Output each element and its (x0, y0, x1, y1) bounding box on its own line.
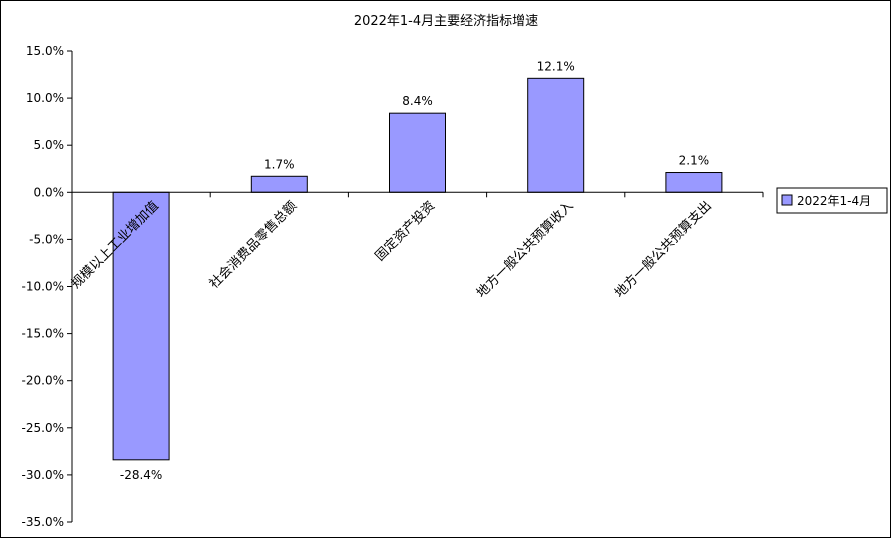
y-tick-label: 15.0% (26, 44, 64, 58)
y-tick-label: -15.0% (22, 327, 64, 341)
y-tick-label: -20.0% (22, 374, 64, 388)
legend-swatch (781, 194, 793, 206)
data-label: 12.1% (537, 59, 575, 73)
data-label: 1.7% (264, 157, 295, 171)
y-tick-label: -25.0% (22, 421, 64, 435)
y-tick-label: 10.0% (26, 91, 64, 105)
x-tick-label: 固定资产投资 (372, 198, 438, 264)
legend: 2022年1-4月 (776, 187, 888, 214)
bar (250, 175, 308, 193)
y-tick-label: -5.0% (29, 232, 64, 246)
bar (527, 77, 585, 193)
y-tick-label: -30.0% (22, 468, 64, 482)
y-tick-label: -35.0% (22, 515, 64, 529)
x-tick-label: 地方一般公共预算收入 (473, 198, 576, 301)
y-tick-label: 5.0% (34, 138, 65, 152)
data-label: -28.4% (120, 468, 162, 482)
bars: -28.4% 1.7% 8.4% 12.1% 2.1% (112, 59, 723, 482)
y-tick-label: -10.0% (22, 280, 64, 294)
data-label: 2.1% (679, 154, 710, 168)
bar (112, 191, 170, 461)
chart-title: 2022年1-4月主要经济指标增速 (354, 14, 538, 29)
legend-entry: 2022年1-4月 (797, 194, 871, 208)
y-axis: 15.0% 10.0% 5.0% 0.0% -5.0% -10.0% -15.0% -20.0… (22, 44, 73, 529)
x-tick-label: 社会消费品零售总额 (206, 198, 300, 292)
bar (389, 112, 446, 193)
data-label: 8.4% (402, 94, 433, 108)
x-axis: 规模以上工业增加值 社会消费品零售总额 固定资产投资 地方一般公共预算收入 地方一般公共… (68, 191, 764, 301)
x-tick-label: 地方一般公共预算支出 (611, 198, 714, 301)
legend-frame (776, 187, 888, 214)
y-tick-label: 0.0% (34, 185, 65, 199)
bar (665, 172, 723, 193)
